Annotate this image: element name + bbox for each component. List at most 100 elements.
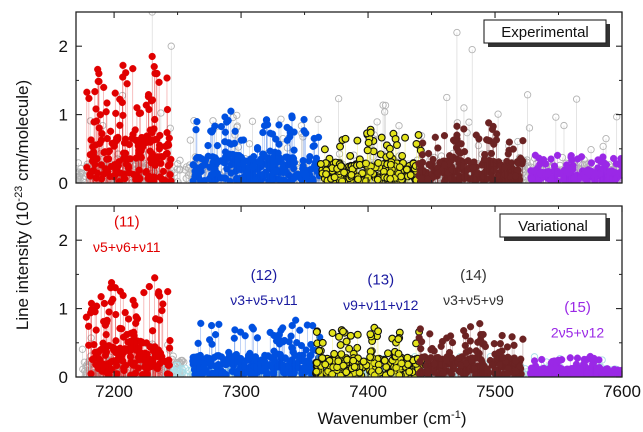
series-point: [414, 131, 423, 139]
series-point: [347, 170, 356, 179]
series-point: [156, 131, 164, 140]
series-point: [148, 128, 156, 137]
series-point: [272, 167, 280, 175]
series-point: [385, 144, 394, 153]
series-point: [192, 126, 200, 134]
series-point: [316, 160, 325, 168]
series-point: [145, 172, 153, 180]
series-point: [289, 154, 297, 162]
series-point: [480, 155, 489, 164]
series-point: [83, 361, 91, 369]
series-point: [456, 149, 464, 157]
series-point: [245, 140, 254, 148]
series-point: [560, 121, 568, 130]
series-point: [95, 69, 103, 78]
series-point: [279, 168, 288, 177]
series-point: [468, 45, 476, 54]
series-point: [366, 128, 375, 137]
panel-1-plot-area: [78, 274, 622, 377]
panel-0-plot-area: [76, 12, 622, 183]
panel-0-series-3: [316, 125, 425, 183]
series-point: [104, 168, 112, 176]
series-point: [431, 133, 439, 141]
series-point: [581, 174, 589, 182]
series-point: [83, 88, 91, 96]
series-point: [189, 161, 197, 169]
series-point: [307, 165, 315, 173]
series-point: [309, 175, 317, 183]
series-point: [419, 139, 427, 147]
series-point: [158, 175, 166, 183]
series-point: [194, 167, 202, 175]
series-point: [173, 165, 181, 173]
series-point: [249, 163, 257, 171]
series-point: [519, 137, 527, 145]
series-point: [260, 122, 269, 130]
series-point: [121, 135, 130, 143]
series-point: [131, 126, 139, 134]
series-point: [334, 94, 343, 103]
panel-0-label: Experimental: [501, 24, 589, 41]
series-point: [260, 150, 268, 159]
series-point: [569, 165, 577, 173]
series-point: [135, 109, 143, 118]
series-point: [266, 147, 274, 155]
series-point: [373, 175, 382, 183]
series-point: [429, 155, 437, 164]
series-point: [613, 113, 621, 121]
series-point: [96, 139, 104, 148]
series-point: [386, 160, 395, 169]
series-point: [214, 158, 222, 166]
series-point: [527, 174, 536, 183]
series-point: [142, 101, 150, 109]
series-point: [116, 121, 124, 129]
series-point: [602, 134, 610, 143]
series-point: [474, 169, 482, 178]
series-point: [92, 117, 101, 125]
series-point: [157, 109, 165, 117]
series-point: [237, 136, 245, 144]
series-point: [453, 167, 461, 175]
series-point: [186, 136, 194, 144]
series-point: [123, 80, 131, 88]
series-point: [165, 134, 173, 142]
series-point: [505, 138, 513, 146]
series-point: [95, 124, 103, 132]
series-point: [434, 169, 442, 177]
panel-0-series-4: [415, 119, 527, 183]
panel-0-label-box: [483, 19, 607, 44]
series-point: [87, 136, 95, 144]
series-point: [374, 158, 383, 167]
series-point: [490, 166, 498, 174]
series-point: [395, 122, 403, 130]
series-point: [525, 124, 534, 132]
series-point: [474, 141, 483, 150]
series-point: [94, 77, 102, 86]
series-point: [490, 140, 498, 148]
series-point: [275, 121, 283, 129]
series-point: [309, 142, 317, 150]
series-point: [511, 172, 520, 180]
series-point: [363, 146, 372, 155]
series-point: [206, 163, 214, 171]
series-point: [167, 42, 175, 50]
series-point: [91, 88, 99, 96]
series-point: [88, 152, 96, 160]
series-point: [587, 159, 596, 167]
series-point: [78, 345, 87, 353]
series-point: [223, 118, 231, 126]
series-point: [418, 151, 426, 159]
series-point: [213, 141, 222, 150]
series-point: [129, 65, 137, 73]
series-point: [443, 93, 451, 102]
series-point: [453, 28, 461, 37]
series-point: [119, 61, 127, 69]
panel-1-series-2: [82, 274, 174, 377]
series-point: [536, 169, 544, 178]
series-point: [501, 163, 509, 171]
series-point: [153, 69, 161, 78]
series-point: [204, 152, 212, 160]
series-point: [275, 153, 283, 162]
series-point: [587, 146, 595, 154]
y-tick-label: 2: [59, 37, 68, 56]
